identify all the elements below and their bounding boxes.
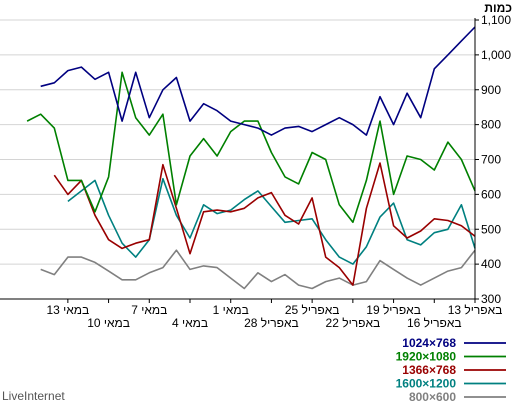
series-line-3 (67, 177, 476, 265)
x-tick-label: 19 באפריל (366, 303, 421, 317)
legend-entry-label: 1600×1200 (396, 377, 457, 391)
y-tick-label: 900 (481, 83, 501, 97)
x-tick-label: 10 במאי (87, 316, 130, 330)
y-tick-label: 1,000 (481, 48, 511, 62)
series-line-0 (40, 26, 476, 136)
legend-entry-label: 1366×768 (402, 363, 456, 377)
legend-entry-label: 1024×768 (402, 336, 456, 350)
y-tick-label: 500 (481, 222, 501, 236)
legend-entry-label: 1920×1080 (396, 350, 457, 364)
brand-label: LiveInternet (2, 389, 65, 403)
x-tick-label: 28 באפריל (244, 316, 299, 330)
x-tick-label: 13 במאי (46, 303, 89, 317)
x-tick-label: 13 באפריל (448, 303, 503, 317)
x-tick-label: 16 באפריל (407, 316, 462, 330)
x-tick-label: 22 באפריל (326, 316, 381, 330)
series-line-4 (40, 249, 476, 290)
y-tick-label: 300 (481, 292, 501, 306)
series-line-1 (26, 71, 476, 224)
x-tick-label: 25 באפריל (285, 303, 340, 317)
y-tick-label: 600 (481, 187, 501, 201)
x-tick-label: 7 במאי (131, 303, 167, 317)
y-tick-label: 1,100 (481, 13, 511, 27)
chart-series (26, 26, 476, 290)
series-line-2 (53, 162, 476, 286)
y-tick-label: 400 (481, 257, 501, 271)
y-axis-label: כמות (484, 1, 512, 15)
x-tick-label: 4 במאי (172, 316, 208, 330)
chart-axes (0, 18, 476, 300)
y-tick-label: 800 (481, 118, 501, 132)
legend: 1024×7681920×10801366×7681600×1200800×60… (396, 336, 506, 404)
x-tick-label: 1 במאי (213, 303, 249, 317)
legend-entry-label: 800×600 (409, 390, 456, 404)
y-axis-ticks: 300 400 500 600 700 800 900 1,000 1,100 (475, 13, 511, 306)
y-tick-label: 700 (481, 153, 501, 167)
